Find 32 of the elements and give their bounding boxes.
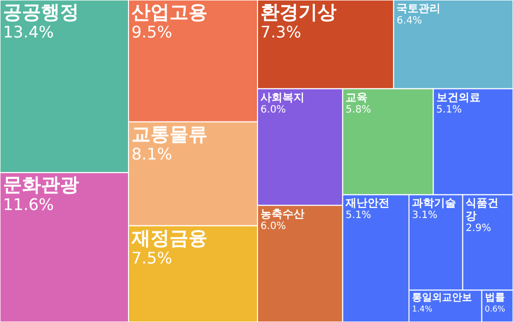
category-label: 국토관리 bbox=[396, 2, 441, 15]
data-label: 7.3% bbox=[260, 22, 302, 42]
data-label: 5.8% bbox=[346, 104, 372, 116]
category-label: 법률 bbox=[484, 292, 505, 304]
category-label: 공공행정 bbox=[3, 2, 79, 24]
data-label: 5.1% bbox=[436, 104, 462, 116]
data-label: 1.4% bbox=[412, 304, 433, 314]
data-label: 8.1% bbox=[132, 144, 172, 164]
category-label: 사회복지 bbox=[260, 90, 305, 104]
category-label: 식품건강 bbox=[466, 196, 499, 223]
data-label: 0.6% bbox=[484, 304, 506, 314]
data-label: 7.5% bbox=[132, 248, 172, 268]
category-label: 과학기술 bbox=[412, 196, 456, 210]
data-label: 11.6% bbox=[3, 195, 54, 214]
category-label: 산업고용 bbox=[132, 2, 208, 24]
data-label: 9.5% bbox=[132, 22, 172, 42]
data-label: 6.0% bbox=[260, 104, 286, 116]
category-label: 환경기상 bbox=[260, 2, 337, 24]
category-label: 농축수산 bbox=[260, 207, 305, 220]
category-label: 재정금융 bbox=[130, 227, 208, 250]
data-label: 5.1% bbox=[346, 210, 372, 222]
data-label: 3.1% bbox=[412, 210, 438, 222]
category-label: 통일외교안보 bbox=[412, 292, 472, 304]
category-label: 보건의료 bbox=[436, 90, 480, 104]
category-label: 교육 bbox=[346, 90, 368, 104]
data-label: 6.4% bbox=[396, 16, 422, 26]
data-label: 6.0% bbox=[260, 220, 286, 232]
category-label: 문화관광 bbox=[3, 174, 79, 196]
data-label: 13.4% bbox=[3, 22, 54, 42]
category-label: 교통물류 bbox=[132, 123, 208, 146]
data-label: 2.9% bbox=[466, 223, 492, 234]
category-label: 재난안전 bbox=[344, 196, 390, 210]
